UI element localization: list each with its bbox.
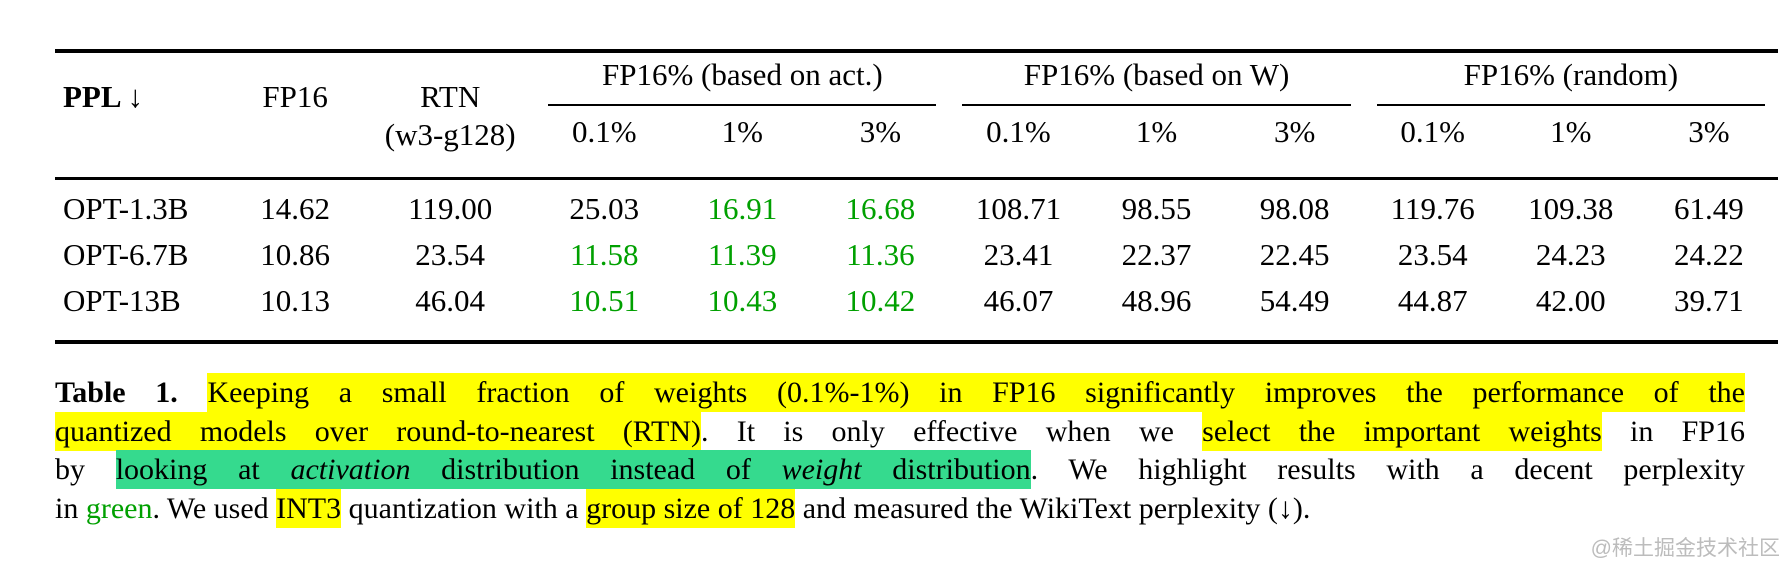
sub-header-random-3: 3% [1688, 114, 1730, 149]
sub-header-act-3: 3% [859, 114, 902, 149]
caption-highlight-yellow: quantized models over round-to-nearest (… [55, 411, 701, 451]
caption-line-4: in green. We used INT3 quantization with… [55, 488, 1745, 529]
table-cell: 98.08 [1259, 190, 1330, 226]
table-caption: Table 1. Keeping a small fraction of wei… [55, 373, 1746, 529]
caption-text: . We highlight results with a decent per… [1030, 453, 1746, 486]
sub-header-random-0.1: 0.1% [1400, 114, 1465, 149]
caption-text: in [55, 491, 86, 525]
table-cell: 109.38 [1528, 190, 1614, 226]
caption-highlight-green: distribution [861, 450, 1031, 489]
caption-highlight-yellow: group size of 128 [586, 488, 796, 528]
col-header-fp16: FP16 [225, 51, 365, 178]
table-cell: 14.62 [260, 190, 330, 226]
table-cell: 16.91 [707, 190, 778, 226]
sub-header-w-3: 3% [1273, 114, 1316, 149]
rtn-label: RTN [420, 78, 481, 114]
table-row: OPT-13B 10.13 46.04 10.51 10.43 10.42 46… [55, 278, 1778, 342]
sub-header-random-1: 1% [1550, 114, 1592, 149]
table-cell: 10.86 [260, 236, 330, 272]
watermark: @稀土掘金技术社区 [1590, 537, 1780, 560]
caption-highlight-green-italic: activation [290, 450, 411, 489]
table-cell: 10.51 [569, 282, 640, 318]
table-row: OPT-1.3B 14.62 119.00 25.03 16.91 16.68 … [55, 178, 1778, 232]
fp16-label: FP16 [262, 78, 328, 114]
table-cell: 23.41 [983, 236, 1054, 272]
ppl-label: PPL ↓ [63, 78, 144, 114]
group-header-fp16-w: FP16% (based on W) [949, 51, 1363, 106]
caption-line-2: quantized models over round-to-nearest (… [55, 411, 1745, 452]
results-table-wrap: PPL ↓ FP16 RTN (w3-g128) FP16% (based on… [55, 49, 1778, 344]
row-label: OPT-1.3B [63, 190, 189, 226]
caption-line-3: by looking at activation distribution in… [55, 450, 1746, 490]
caption-highlight-green-italic: weight [781, 450, 862, 489]
table-cell: 22.37 [1121, 236, 1192, 272]
caption-table-number: Table 1. [55, 376, 208, 409]
table-cell: 46.07 [983, 282, 1054, 318]
table-cell: 54.49 [1259, 282, 1330, 318]
table-cell: 48.96 [1121, 282, 1192, 318]
caption-text: and measured the WikiText perplexity (↓)… [795, 491, 1311, 525]
table-cell: 10.42 [845, 282, 916, 318]
sub-header-w-0.1: 0.1% [986, 114, 1051, 149]
table-cell: 10.13 [260, 282, 330, 318]
table-cell: 16.68 [845, 190, 916, 226]
table-cell: 98.55 [1121, 190, 1192, 226]
group-header-fp16-act: FP16% (based on act.) [535, 51, 949, 106]
caption-text: . It is only effective when we [700, 414, 1203, 448]
table-cell: 119.00 [408, 190, 493, 226]
sub-header-act-1: 1% [721, 114, 763, 149]
table-cell: 24.23 [1535, 236, 1606, 272]
caption-text: in FP16 [1601, 414, 1745, 448]
caption-text: . We used [152, 491, 277, 525]
table-cell: 23.54 [415, 236, 486, 272]
table-cell: 46.04 [415, 282, 486, 318]
caption-highlight-green: distribution instead of [410, 450, 782, 489]
row-label: OPT-13B [63, 282, 181, 318]
table-row: OPT-6.7B 10.86 23.54 11.58 11.39 11.36 2… [55, 232, 1778, 278]
table-cell: 61.49 [1674, 190, 1744, 226]
col-header-ppl: PPL ↓ [55, 51, 225, 178]
table-cell: 10.43 [707, 282, 778, 318]
table-cell: 24.22 [1674, 236, 1744, 272]
table-cell: 11.36 [846, 236, 915, 272]
sub-header-w-1: 1% [1135, 114, 1178, 149]
row-label: OPT-6.7B [63, 236, 189, 272]
caption-line-1: Table 1. Keeping a small fraction of wei… [55, 373, 1745, 413]
table-cell: 11.58 [569, 236, 639, 272]
table-cell: 108.71 [975, 190, 1062, 226]
table-cell: 39.71 [1674, 282, 1744, 318]
table-cell: 11.39 [708, 236, 777, 272]
table-body: OPT-1.3B 14.62 119.00 25.03 16.91 16.68 … [55, 178, 1778, 342]
table-cell: 22.45 [1259, 236, 1330, 272]
caption-highlight-yellow: Keeping a small fraction of weights (0.1… [207, 373, 1745, 412]
caption-green-word: green [85, 491, 153, 525]
sub-header-act-0.1: 0.1% [571, 114, 637, 149]
table-cell: 23.54 [1397, 236, 1468, 272]
caption-text: quantization with a [341, 491, 587, 525]
table-header: PPL ↓ FP16 RTN (w3-g128) FP16% (based on… [55, 51, 1778, 178]
ppl-results-table: PPL ↓ FP16 RTN (w3-g128) FP16% (based on… [55, 49, 1778, 344]
col-header-rtn: RTN (w3-g128) [365, 51, 535, 178]
table-cell: 119.76 [1390, 190, 1475, 226]
group-header-fp16-random: FP16% (random) [1364, 51, 1778, 106]
caption-highlight-green: looking at [115, 450, 291, 489]
rtn-sublabel: (w3-g128) [384, 116, 516, 152]
table-cell: 25.03 [569, 190, 640, 226]
table-cell: 42.00 [1535, 282, 1606, 318]
table-cell: 44.87 [1397, 282, 1468, 318]
caption-highlight-yellow: INT3 [276, 488, 342, 528]
caption-text: by [55, 453, 116, 486]
caption-highlight-yellow: select the important weights [1202, 411, 1602, 451]
